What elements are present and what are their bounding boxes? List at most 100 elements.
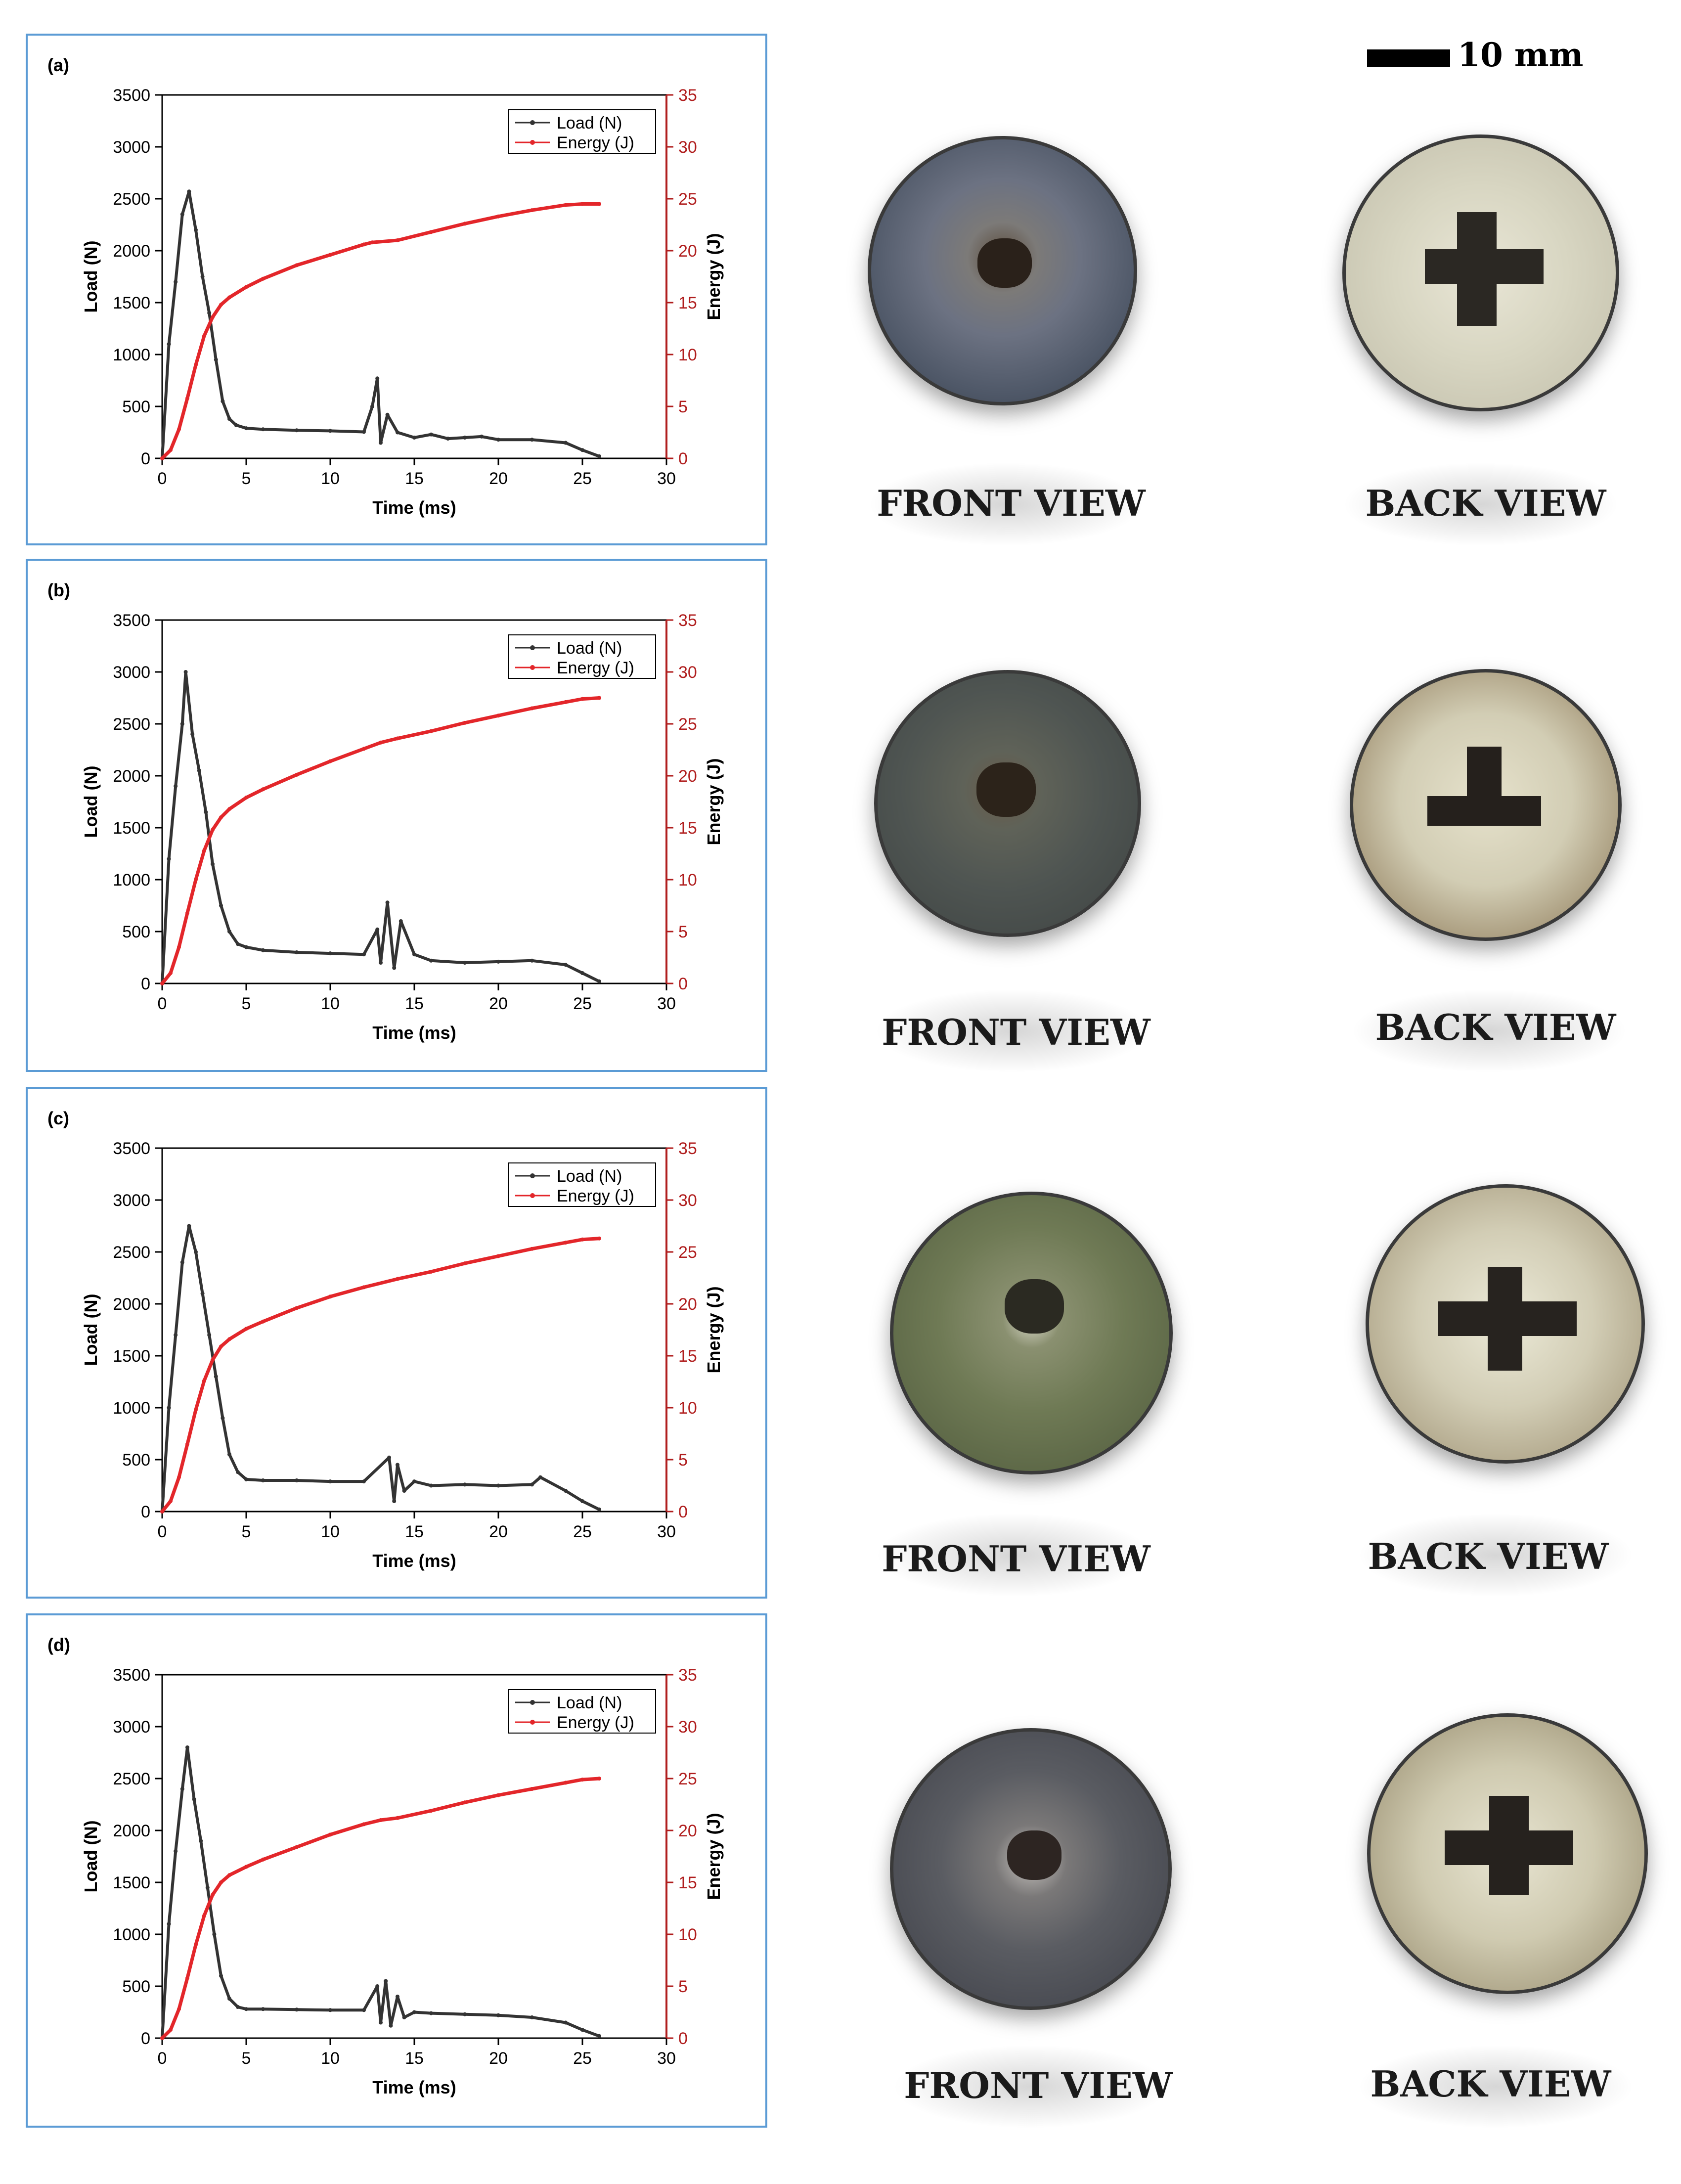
load-data-point	[530, 1482, 534, 1487]
y-tick-label: 500	[122, 1977, 150, 1996]
load-data-point	[396, 430, 399, 435]
energy-data-point	[463, 222, 467, 226]
y-axis-label: Load (N)	[81, 241, 101, 313]
energy-data-point	[194, 878, 198, 882]
load-data-point	[180, 212, 184, 217]
load-data-point	[375, 1984, 380, 1988]
load-data-point	[379, 2020, 383, 2025]
energy-data-point	[597, 1777, 601, 1781]
load-data-point	[214, 357, 218, 362]
energy-data-point	[362, 1822, 366, 1827]
load-data-point	[530, 958, 534, 963]
load-data-point	[183, 670, 188, 674]
y-tick-label: 500	[122, 1451, 150, 1470]
y2-tick-label: 5	[678, 923, 688, 941]
back-view-photo-c	[1366, 1184, 1645, 1464]
energy-data-point	[530, 208, 534, 213]
energy-data-point	[580, 202, 584, 206]
load-data-point	[496, 959, 500, 964]
load-data-point	[207, 311, 212, 315]
legend-marker	[530, 1193, 535, 1198]
energy-data-point	[295, 1845, 299, 1849]
legend-label: Energy (J)	[557, 134, 634, 152]
y2-tick-label: 10	[678, 1925, 697, 1944]
load-data-point	[185, 1745, 189, 1749]
energy-data-point	[169, 971, 173, 975]
y-tick-label: 2000	[113, 1822, 150, 1840]
x-tick-label: 25	[573, 469, 592, 488]
y-tick-label: 3000	[113, 663, 150, 682]
load-data-point	[362, 1479, 366, 1484]
y-tick-label: 500	[122, 923, 150, 941]
legend-marker	[530, 1700, 535, 1705]
load-data-point	[212, 1932, 217, 1936]
energy-data-point	[496, 214, 500, 219]
load-data-point	[180, 1787, 184, 1791]
label-shadow	[874, 989, 1151, 1073]
load-data-point	[398, 919, 403, 923]
energy-data-point	[202, 1914, 206, 1918]
load-data-point	[385, 900, 390, 905]
y-tick-label: 1000	[113, 346, 150, 364]
load-data-point	[429, 2011, 433, 2015]
energy-data-point	[202, 334, 206, 338]
y-tick-label: 2500	[113, 1243, 150, 1262]
y2-tick-label: 0	[678, 2029, 688, 2048]
energy-data-point	[580, 1237, 584, 1242]
y-tick-label: 3000	[113, 1718, 150, 1737]
energy-data-point	[219, 303, 223, 307]
energy-data-point	[530, 1787, 534, 1791]
energy-data-point	[396, 736, 399, 741]
y2-tick-label: 35	[678, 86, 697, 105]
y2-tick-label: 15	[678, 1873, 697, 1892]
energy-data-point	[429, 1809, 433, 1813]
load-data-point	[392, 1499, 397, 1503]
load-data-point	[385, 412, 390, 417]
x-tick-label: 20	[489, 469, 508, 488]
load-data-point	[446, 437, 450, 441]
load-data-point	[295, 2007, 299, 2012]
panel-label: (b)	[47, 580, 70, 600]
energy-data-point	[194, 1943, 198, 1947]
damage-mark	[1427, 796, 1541, 826]
load-data-point	[227, 930, 231, 934]
load-data-point	[236, 1470, 240, 1474]
y2-tick-label: 35	[678, 1666, 697, 1685]
energy-data-point	[227, 1873, 231, 1877]
label-shadow	[1357, 1513, 1634, 1597]
energy-data-point	[580, 1778, 584, 1782]
energy-data-point	[295, 263, 299, 267]
energy-data-point	[244, 285, 248, 289]
legend-marker	[530, 665, 535, 670]
energy-data-point	[160, 456, 164, 460]
label-shadow	[875, 1513, 1152, 1597]
load-data-point	[227, 1997, 231, 2001]
legend-marker	[530, 1720, 535, 1725]
energy-data-point	[185, 1976, 189, 1980]
x-tick-label: 25	[573, 1522, 592, 1541]
energy-data-point	[564, 700, 568, 704]
load-data-point	[261, 948, 265, 952]
legend-label: Energy (J)	[557, 659, 634, 677]
energy-data-point	[227, 1337, 231, 1341]
legend-label: Load (N)	[557, 639, 622, 658]
y2-axis-label: Energy (J)	[704, 1286, 724, 1373]
front-view-photo-a	[868, 136, 1137, 405]
y2-tick-label: 15	[678, 294, 697, 312]
y2-tick-label: 25	[678, 190, 697, 209]
back-view-photo-b	[1350, 669, 1622, 941]
panel-label: (a)	[47, 55, 69, 75]
x-tick-label: 0	[158, 2049, 167, 2068]
load-data-point	[362, 2008, 366, 2012]
load-data-point	[221, 399, 225, 403]
load-data-point	[463, 436, 467, 440]
energy-data-point	[211, 1358, 215, 1362]
load-data-point	[412, 952, 416, 957]
energy-data-point	[202, 1379, 206, 1383]
damage-mark	[1005, 1279, 1064, 1334]
load-data-point	[174, 784, 178, 788]
y-tick-label: 1500	[113, 1347, 150, 1366]
front-view-label-b: FRONT VIEW	[882, 1011, 1150, 1053]
energy-data-point	[177, 1475, 181, 1479]
damage-mark	[976, 762, 1036, 817]
